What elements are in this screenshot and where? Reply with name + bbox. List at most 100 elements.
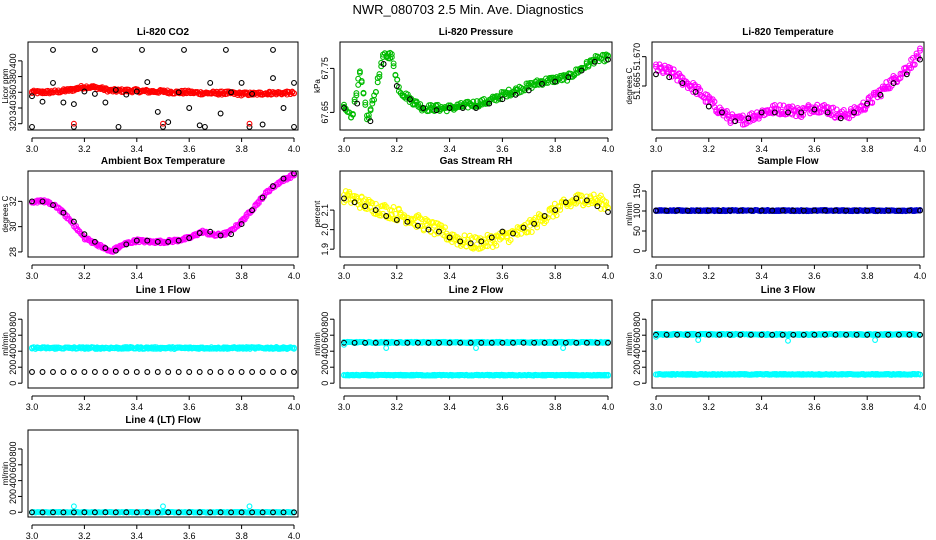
x-tick-label: 3.8 xyxy=(235,144,248,154)
x-tick-label: 3.4 xyxy=(755,144,768,154)
data-point xyxy=(383,213,390,219)
plot-frame xyxy=(651,299,925,389)
series-secondary xyxy=(29,75,297,129)
data-point xyxy=(249,207,256,214)
data-point xyxy=(541,213,548,219)
x-tick-label: 3.6 xyxy=(183,271,196,281)
data-point xyxy=(217,232,224,239)
data-point xyxy=(112,86,119,93)
x-tick-label: 3.0 xyxy=(650,144,663,154)
y-tick-label: 200 xyxy=(8,360,18,375)
y-tick-label: 400 xyxy=(8,344,18,359)
data-point xyxy=(228,231,235,238)
data-point xyxy=(758,207,765,214)
data-point xyxy=(885,331,892,338)
y-tick-label: 51.665 xyxy=(632,72,642,100)
x-tick-label: 3.2 xyxy=(78,144,91,154)
data-point xyxy=(376,73,383,80)
data-point xyxy=(270,46,276,53)
data-point xyxy=(207,228,214,235)
data-point xyxy=(383,204,390,210)
plot-frame xyxy=(27,170,299,258)
y-tick-label: 1.9 xyxy=(320,243,330,256)
data-point xyxy=(413,224,420,231)
data-point xyxy=(539,80,545,87)
data-point xyxy=(70,503,77,510)
series-primary xyxy=(29,508,297,516)
data-point xyxy=(160,503,166,510)
y-axis-label: ml/min xyxy=(1,462,10,486)
y-axis-label: ml/min xyxy=(625,332,634,356)
y-tick-label: 0 xyxy=(632,248,642,253)
data-point xyxy=(552,207,559,214)
data-point xyxy=(695,207,702,214)
panel-title: Sample Flow xyxy=(757,156,818,167)
data-point xyxy=(102,509,109,516)
data-point xyxy=(238,369,245,375)
x-tick-label: 4.0 xyxy=(914,144,927,154)
data-point xyxy=(578,67,585,74)
data-point xyxy=(755,115,762,122)
data-point xyxy=(372,88,379,95)
data-point xyxy=(425,226,432,233)
data-point xyxy=(160,123,166,130)
data-point xyxy=(388,54,395,61)
data-point xyxy=(798,109,805,116)
data-point xyxy=(771,109,778,116)
x-tick-label: 3.6 xyxy=(183,402,196,412)
data-point xyxy=(653,61,659,68)
data-point xyxy=(663,207,670,214)
x-tick-label: 4.0 xyxy=(288,402,301,412)
x-tick-label: 3.2 xyxy=(78,531,91,540)
data-point xyxy=(369,200,376,206)
series-secondary xyxy=(29,509,297,516)
data-point xyxy=(353,92,360,99)
x-tick-label: 4.0 xyxy=(602,144,615,154)
data-point xyxy=(745,115,752,122)
data-point xyxy=(341,195,347,202)
x-tick-label: 3.6 xyxy=(496,271,509,281)
y-tick-label: 32 xyxy=(8,196,18,206)
y-tick-label: 28 xyxy=(8,247,18,257)
data-point xyxy=(360,89,367,96)
data-point xyxy=(864,331,871,338)
x-tick-label: 3.0 xyxy=(26,144,39,154)
panel-line-1-flow: Line 1 Flow 3.0 3.2 3.4 3.6 3.8 4.0 0 2004006008… xyxy=(1,285,300,412)
data-point xyxy=(596,200,603,207)
data-point xyxy=(499,228,506,235)
data-point xyxy=(877,91,884,98)
data-point xyxy=(175,509,182,516)
plot-frame xyxy=(651,41,925,131)
series-primary-high xyxy=(653,330,923,338)
data-point xyxy=(349,111,356,117)
data-point xyxy=(259,121,266,128)
data-point xyxy=(583,197,590,204)
figure-title: NWR_080703 2.5 Min. Ave. Diagnostics xyxy=(353,2,584,17)
data-point xyxy=(81,88,88,95)
data-point xyxy=(39,369,46,375)
x-tick-label: 3.4 xyxy=(443,144,456,154)
data-point xyxy=(154,509,161,516)
data-point xyxy=(790,207,797,214)
data-point xyxy=(270,75,276,82)
panel-li-820-temperature: Li-820 Temperature 3.0 3.2 3.4 3.6 3.8 4.0 51.6… xyxy=(625,27,926,154)
data-point xyxy=(115,123,122,130)
data-point xyxy=(280,105,287,111)
series-secondary xyxy=(341,56,611,125)
data-point xyxy=(695,337,702,343)
data-point xyxy=(510,230,516,237)
y-tick-label: 100 xyxy=(632,203,642,218)
data-point xyxy=(165,509,172,516)
data-point xyxy=(906,207,913,214)
data-point xyxy=(228,369,235,375)
panel-title: Li-820 CO2 xyxy=(137,27,190,38)
data-point xyxy=(663,331,670,338)
data-point xyxy=(473,345,479,351)
data-point xyxy=(353,90,360,97)
data-point xyxy=(565,74,572,81)
data-point xyxy=(196,369,203,375)
panel-title: Line 2 Flow xyxy=(449,285,504,296)
x-tick-label: 3.6 xyxy=(808,144,821,154)
data-point xyxy=(160,120,166,127)
plot-frame xyxy=(339,170,613,258)
